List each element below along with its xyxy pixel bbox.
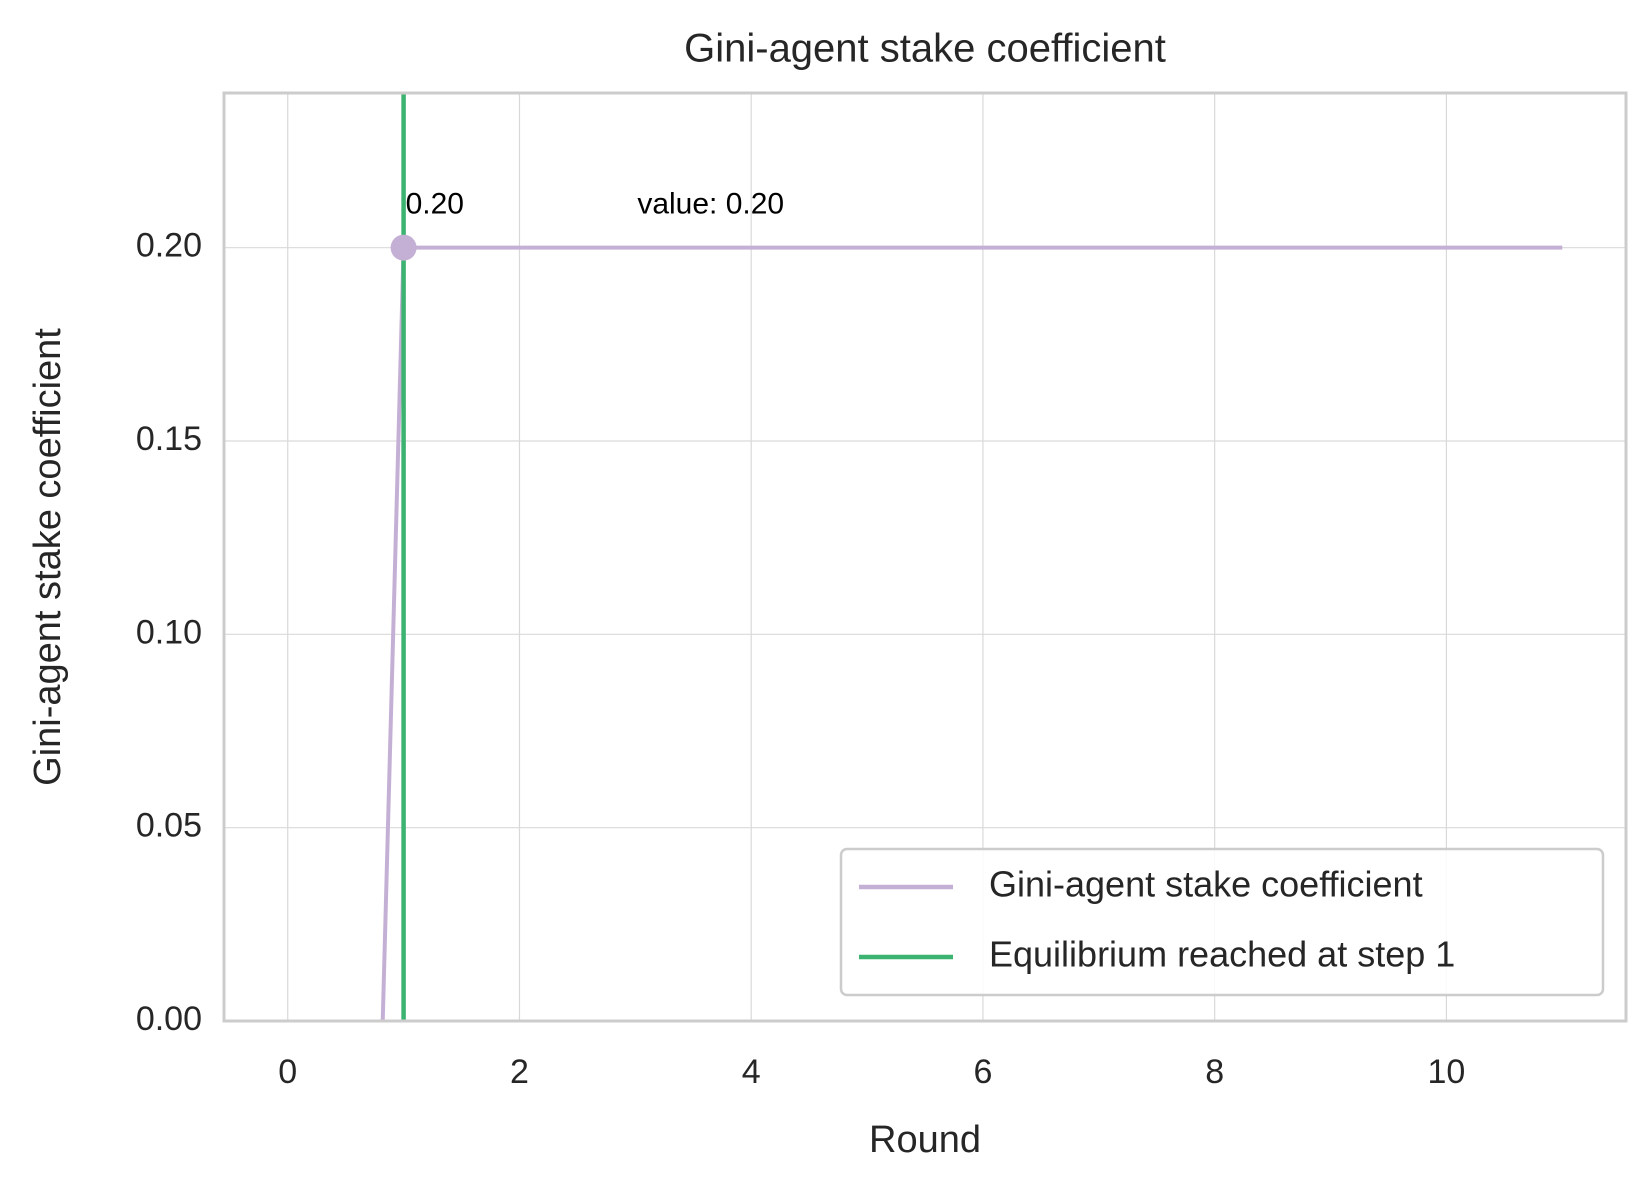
y-axis-label: Gini-agent stake coefficient [27,328,69,786]
annotation: value: 0.20 [637,188,784,221]
y-tick-label: 0.20 [136,227,202,265]
highlight-marker [390,234,417,261]
x-tick-label: 4 [742,1053,761,1091]
x-tick-label: 0 [278,1053,297,1091]
annotation: 0.20 [406,188,464,221]
x-tick-label: 2 [510,1053,529,1091]
chart-title: Gini-agent stake coefficient [684,27,1166,71]
legend-box [839,847,1605,997]
legend-label: Equilibrium reached at step 1 [989,934,1455,975]
axes-frame [222,91,1628,1023]
y-tick-label: 0.05 [136,807,202,845]
legend: Gini-agent stake coefficient Equilibrium … [839,847,1605,997]
legend-label: Gini-agent stake coefficient [989,864,1423,905]
y-tick-label: 0.15 [136,420,202,458]
x-tick-label: 6 [973,1053,992,1091]
data-line [380,245,1563,1021]
y-tick-label: 0.00 [136,1000,202,1038]
x-tick-label: 10 [1427,1053,1465,1091]
y-tick-label: 0.10 [136,613,202,651]
x-tick-label: 8 [1205,1053,1224,1091]
x-axis-label: Round [869,1119,981,1161]
plot-area [380,93,1563,1021]
